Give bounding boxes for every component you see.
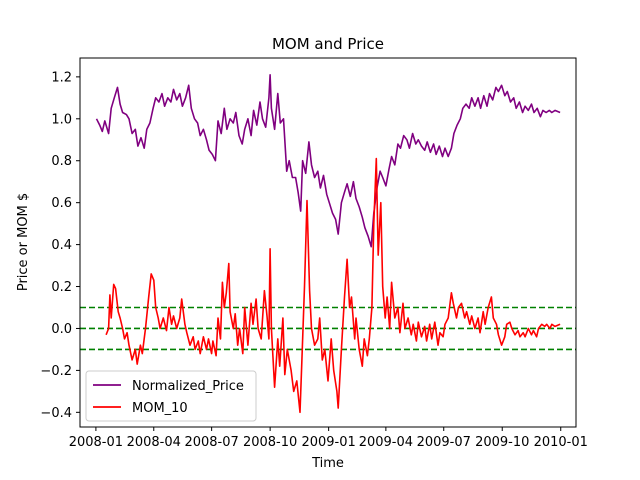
y-tick-label: −0.4 [40,406,72,421]
y-tick-label: 0.4 [51,238,72,253]
series-lines [95,74,561,414]
x-tick-label: 2008-01 [69,435,123,450]
chart-title: MOM and Price [272,35,384,53]
x-tick-label: 2009-01 [301,435,355,450]
x-tick-label: 2008-04 [127,435,181,450]
series-line-normalized-price [95,74,561,248]
x-tick-label: 2008-10 [243,435,297,450]
y-tick-label: 0.8 [51,154,72,169]
legend-label-mom-10: MOM_10 [132,401,188,416]
reference-lines [80,306,576,351]
x-tick-label: 2009-07 [417,435,471,450]
y-tick-label: 0.6 [51,196,72,211]
x-tick-label: 2008-07 [184,435,238,450]
x-tick-label: 2009-04 [359,435,413,450]
x-tick-label: 2010-01 [534,435,588,450]
y-tick-label: −0.2 [40,364,72,379]
x-tick-label: 2009-10 [475,435,529,450]
plot-background [80,58,576,427]
legend: Normalized_Price MOM_10 [85,370,257,422]
legend-box [85,370,257,422]
y-tick-label: 0.0 [51,322,72,337]
y-axis-label: Price or MOM $ [16,193,31,291]
plot-frame [79,57,577,428]
y-tick-label: 0.2 [51,280,72,295]
y-tick-label: 1.2 [51,70,72,85]
series-line-mom-10 [105,157,561,414]
y-tick-label: 1.0 [51,112,72,127]
x-axis-ticks: 2008-01 2008-04 2008-07 2008-10 2009-01 2009-… [69,427,588,450]
y-axis-ticks: −0.4 −0.2 0.0 0.2 0.4 0.6 0.8 1.0 1.2 [40,70,80,421]
plot-area [79,57,577,428]
x-axis-label: Time [311,456,344,471]
legend-label-normalized-price: Normalized_Price [132,379,244,394]
